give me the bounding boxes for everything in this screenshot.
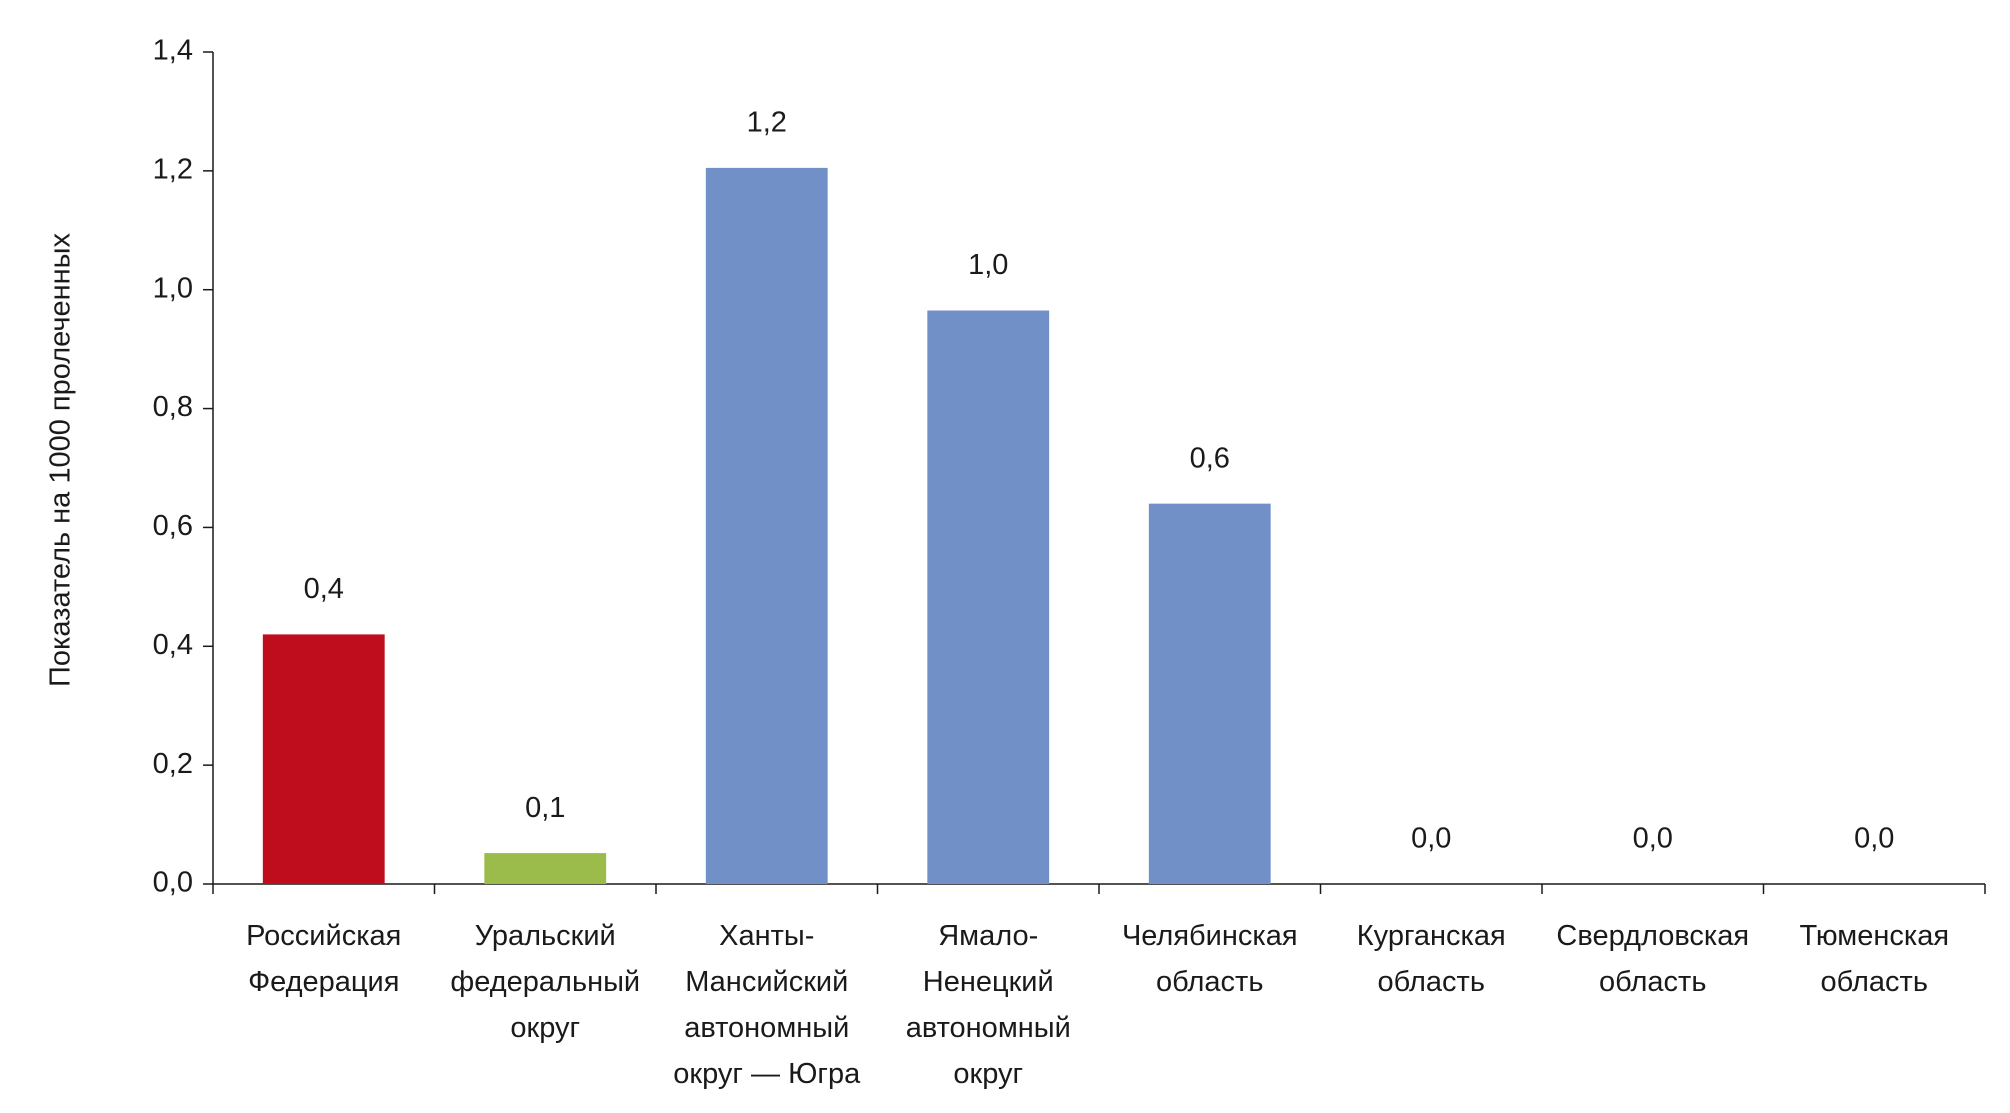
x-tick-label: Российская Федерация (246, 920, 401, 998)
x-tick-label-line: Российская (246, 920, 401, 952)
bar (1148, 503, 1271, 884)
bar (705, 167, 828, 884)
x-tick-label-line: округ (510, 1012, 580, 1044)
x-tick-label-line: область (1821, 966, 1928, 998)
value-label: 0,1 (525, 792, 565, 824)
y-axis-label: Показатель на 1000 пролеченных (45, 233, 77, 687)
value-label: 1,2 (747, 107, 787, 139)
x-tick-label-line: автономный (684, 1012, 849, 1044)
value-label: 0,0 (1854, 823, 1894, 855)
y-tick-label: 0,8 (153, 391, 193, 423)
x-tick-label-line: Челябинская (1122, 920, 1298, 952)
bar (484, 853, 607, 884)
x-tick-label: Курганская область (1357, 920, 1506, 998)
x-tick-label: Тюменская область (1799, 920, 1949, 998)
x-tick-label: Уральский федеральный округ (450, 920, 640, 1044)
x-tick-label-line: Ханты- (719, 920, 814, 952)
x-tick-label-line: Уральский (475, 920, 616, 952)
x-tick-label-line: область (1156, 966, 1263, 998)
x-tick-label: Свердловская область (1556, 920, 1749, 998)
x-tick-label-line: Федерация (248, 966, 399, 998)
value-label: 0,4 (304, 573, 344, 605)
y-tick-label: 1,4 (153, 35, 193, 67)
y-tick-label: 0,4 (153, 629, 193, 661)
y-tick-label: 0,0 (153, 867, 193, 899)
x-tick-label-line: округ (953, 1058, 1023, 1090)
x-tick-label: Ямало- Ненецкий автономный округ (906, 920, 1071, 1090)
x-tick-label-line: область (1378, 966, 1485, 998)
x-tick-label: Челябинская область (1122, 920, 1298, 998)
y-tick-label: 1,2 (153, 154, 193, 186)
value-label: 0,0 (1411, 823, 1451, 855)
value-label: 0,0 (1633, 823, 1673, 855)
x-tick-label-line: Ямало- (938, 920, 1038, 952)
x-tick-label-line: Курганская (1357, 920, 1506, 952)
x-tick-label-line: Мансийский (685, 966, 848, 998)
y-tick-label: 0,6 (153, 510, 193, 542)
x-tick-label-line: Ненецкий (923, 966, 1054, 998)
bar (927, 310, 1050, 884)
x-tick-label-line: федеральный (450, 966, 640, 998)
bar (262, 634, 385, 884)
x-tick-label: Ханты- Мансийский автономный округ — Югра (673, 920, 861, 1090)
x-tick-label-line: область (1599, 966, 1706, 998)
value-label: 0,6 (1190, 442, 1230, 474)
x-tick-label-line: Тюменская (1799, 920, 1949, 952)
x-tick-label-line: Свердловская (1556, 920, 1749, 952)
x-tick-label-line: автономный (906, 1012, 1071, 1044)
y-tick-label: 1,0 (153, 272, 193, 304)
y-tick-label: 0,2 (153, 748, 193, 780)
x-tick-label-line: округ — Югра (673, 1058, 861, 1090)
value-label: 1,0 (968, 249, 1008, 281)
